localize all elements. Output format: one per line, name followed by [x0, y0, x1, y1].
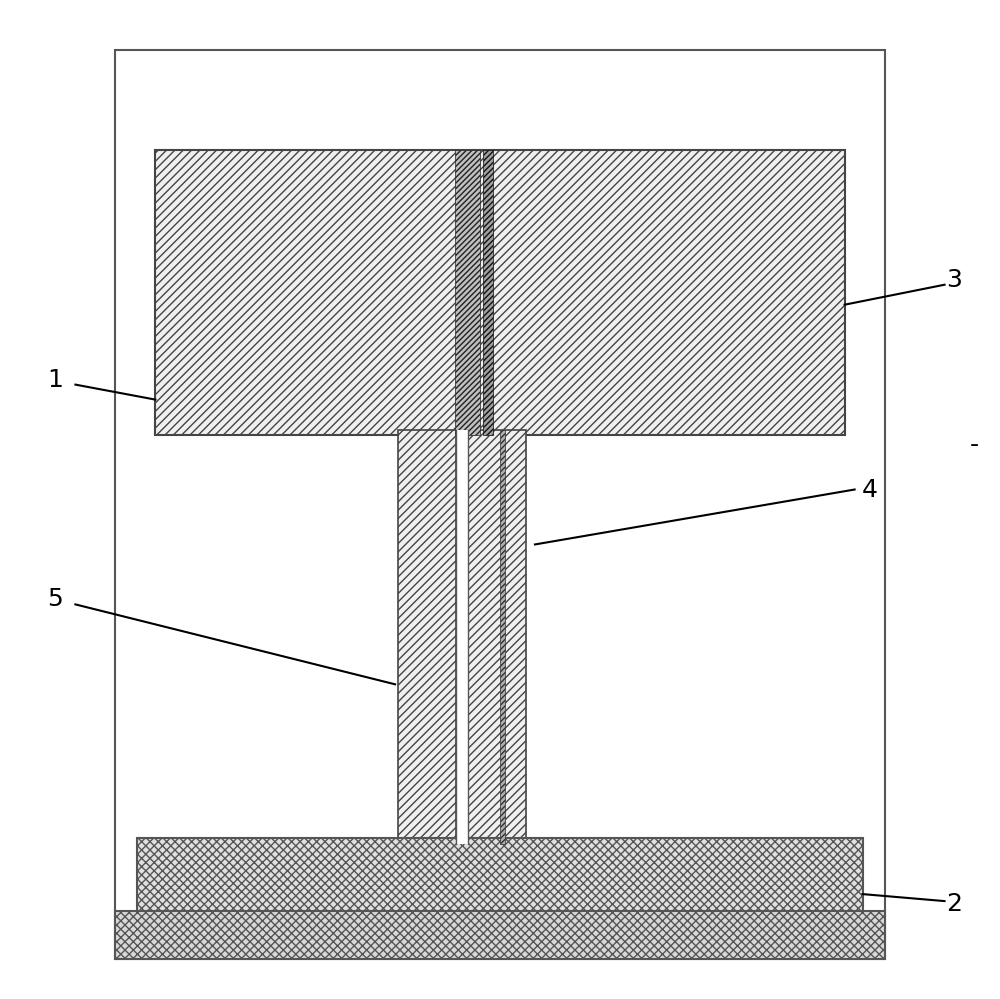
Bar [115, 50, 885, 959]
Text: -: - [970, 433, 979, 457]
Text: 2: 2 [947, 892, 963, 916]
Text: 1: 1 [48, 368, 63, 392]
Bar [468, 430, 526, 844]
Bar [456, 430, 468, 844]
Bar [155, 150, 845, 435]
Bar [137, 838, 863, 916]
Text: 4: 4 [862, 478, 878, 501]
Text: 5: 5 [48, 587, 63, 611]
Text: 3: 3 [947, 268, 962, 292]
Bar [115, 911, 885, 959]
Bar [500, 430, 505, 844]
Bar [398, 430, 456, 844]
Bar [483, 150, 493, 435]
Bar [455, 150, 480, 435]
